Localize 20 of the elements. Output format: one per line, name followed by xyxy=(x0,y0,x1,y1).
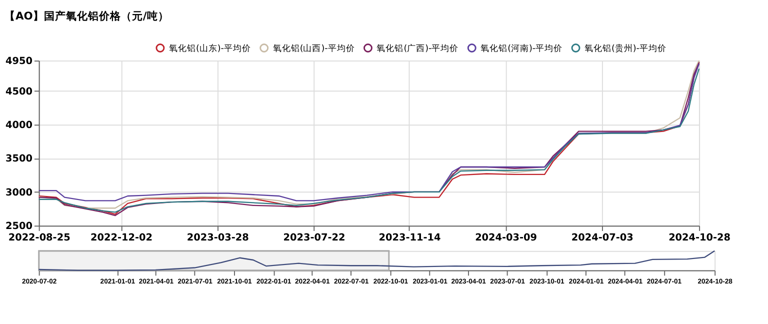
y-tick-label: 4500 xyxy=(6,86,33,98)
y-tick-label: 4000 xyxy=(6,120,33,131)
x-tick-label: 2023-03-28 xyxy=(186,232,250,244)
legend-label: 氧化铝(广西)-平均价 xyxy=(376,42,459,54)
x-tick-label: 2024-03-09 xyxy=(475,232,538,244)
legend-label: 氧化铝(山东)-平均价 xyxy=(168,42,251,54)
x-tick-label: 2024-10-28 xyxy=(668,232,731,244)
y-tick-label: 3500 xyxy=(6,154,33,165)
x-tick-label: 2022-08-25 xyxy=(8,232,71,244)
legend-label: 氧化铝(山西)-平均价 xyxy=(272,42,355,54)
x-tick-label: 2023-07-22 xyxy=(283,232,346,244)
y-tick-label: 2500 xyxy=(6,221,33,232)
x-tick-label: 2023-11-14 xyxy=(378,232,441,244)
x-tick-label: 2022-12-02 xyxy=(90,232,153,244)
chart-title: 【AO】国产氧化铝价格（元/吨） xyxy=(4,9,169,22)
y-tick-label: 3000 xyxy=(6,187,33,198)
legend-label: 氧化铝(河南)-平均价 xyxy=(480,42,563,54)
y-tick-label: 4950 xyxy=(6,56,33,67)
legend-label: 氧化铝(贵州)-平均价 xyxy=(584,42,666,54)
x-tick-label: 2024-07-03 xyxy=(571,232,634,244)
